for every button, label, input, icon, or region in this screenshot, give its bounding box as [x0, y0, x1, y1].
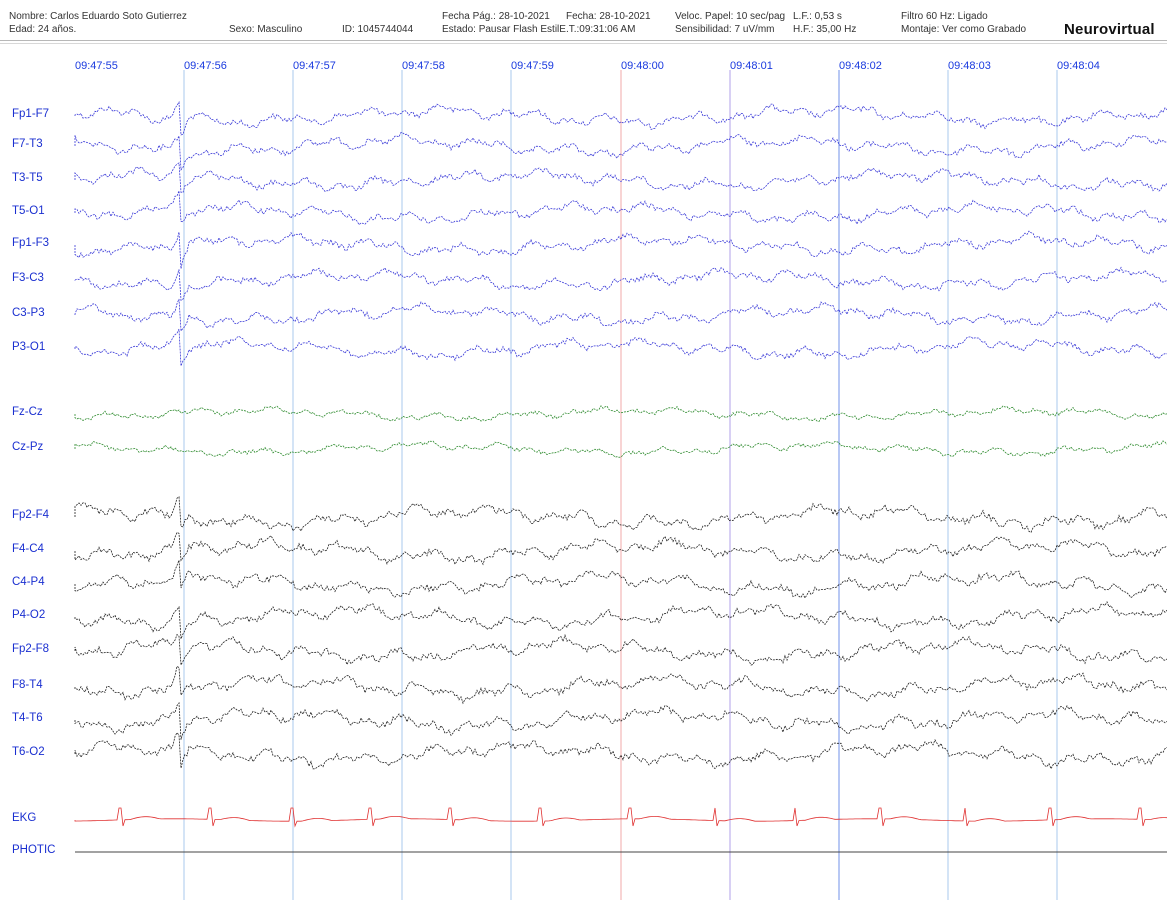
brand-logo: Neurovirtual: [1064, 21, 1155, 38]
time-tick-label: 09:47:56: [184, 60, 227, 72]
low-filter: L.F.: 0,53 s: [793, 11, 842, 22]
channel-trace: [74, 162, 1167, 193]
channel-label: Fz-Cz: [12, 406, 43, 418]
channel-label: Fp2-F8: [12, 643, 50, 655]
channel-label: F3-C3: [12, 272, 44, 284]
time-tick-label: 09:47:59: [511, 60, 554, 72]
channel-label: P3-O1: [12, 341, 46, 353]
channel-trace: [74, 731, 1167, 770]
channel-label: T6-O2: [12, 746, 45, 758]
time-tick-label: 09:48:04: [1057, 60, 1100, 72]
time-tick-label: 09:48:01: [730, 60, 773, 72]
patient-age: Edad: 24 años.: [9, 24, 77, 35]
channel-label: Cz-Pz: [12, 441, 44, 453]
channel-trace: [74, 633, 1167, 667]
header-divider-2: [0, 43, 1167, 44]
channel-label: F7-T3: [12, 138, 43, 150]
channel-trace: [74, 807, 1167, 828]
channel-label: C4-P4: [12, 576, 45, 588]
channel-label: EKG: [12, 812, 37, 824]
channel-label: F4-C4: [12, 543, 44, 555]
channel-trace: [74, 298, 1167, 332]
channel-trace: [74, 560, 1167, 599]
channel-label: T4-T6: [12, 712, 43, 724]
channel-trace: [74, 266, 1167, 301]
notch-filter: Filtro 60 Hz: Ligado: [901, 11, 988, 22]
channel-label: P4-O2: [12, 609, 46, 621]
channel-label: PHOTIC: [12, 844, 56, 856]
channel-trace: [74, 665, 1167, 705]
time-tick-label: 09:48:03: [948, 60, 991, 72]
high-filter: H.F.: 35,00 Hz: [793, 24, 857, 35]
channel-label: Fp2-F4: [12, 509, 50, 521]
channel-trace: [74, 131, 1167, 171]
channel-label: C3-P3: [12, 307, 45, 319]
paper-speed: Veloc. Papel: 10 sec/pag: [675, 11, 786, 22]
patient-name: Nombre: Carlos Eduardo Soto Gutierrez: [9, 11, 187, 22]
record-date: Fecha: 28-10-2021: [566, 11, 651, 22]
channel-trace: [74, 496, 1167, 533]
sensitivity: Sensibilidad: 7 uV/mm: [675, 24, 775, 35]
time-tick-label: 09:48:02: [839, 60, 882, 72]
channel-trace: [74, 531, 1167, 566]
channel-trace: [74, 600, 1167, 639]
time-tick-label: 09:47:55: [75, 60, 118, 72]
record-state: Estado: Pausar Flash EstilE.T.:09:31:06 …: [442, 24, 636, 35]
time-tick-label: 09:47:57: [293, 60, 336, 72]
header-divider: [0, 40, 1167, 41]
time-tick-label: 09:47:58: [402, 60, 445, 72]
channel-trace: [74, 100, 1167, 136]
channel-trace: [74, 328, 1167, 367]
channel-label: Fp1-F7: [12, 108, 50, 120]
channel-trace: [74, 701, 1167, 740]
channel-label: F8-T4: [12, 679, 43, 691]
channel-label: Fp1-F3: [12, 237, 50, 249]
patient-sex: Sexo: Masculino: [229, 24, 303, 35]
time-tick-label: 09:48:00: [621, 60, 664, 72]
channel-trace: [74, 440, 1167, 458]
patient-id: ID: 1045744044: [342, 24, 414, 35]
channel-trace: [74, 405, 1167, 422]
channel-trace: [74, 230, 1167, 269]
channel-trace: [74, 190, 1167, 226]
page-date: Fecha Pág.: 28-10-2021: [442, 11, 550, 22]
channel-label: T5-O1: [12, 205, 45, 217]
montage: Montaje: Ver como Grabado: [901, 24, 1027, 35]
channel-label: T3-T5: [12, 172, 43, 184]
